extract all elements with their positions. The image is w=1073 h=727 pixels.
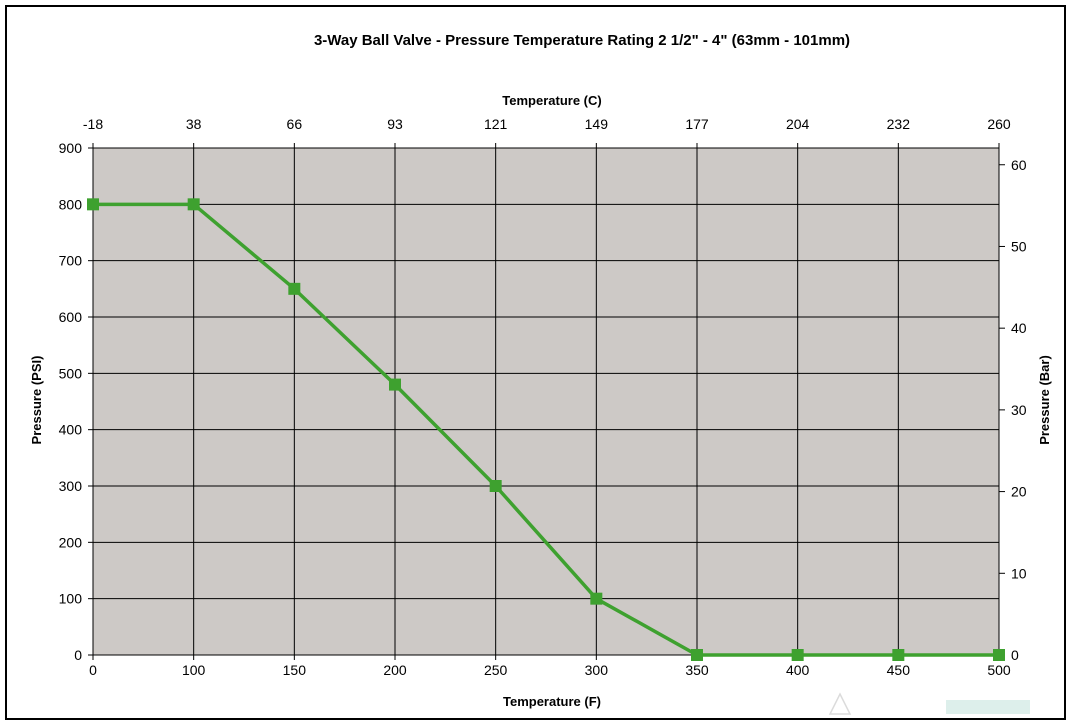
y2-tick-label: 50 (1011, 238, 1027, 254)
x2-tick-label: 93 (387, 116, 403, 132)
plot-area (92, 147, 1000, 656)
y-tick-label: 0 (74, 647, 82, 663)
x-tick-label: 450 (887, 662, 911, 678)
x2-tick-label: 38 (186, 116, 202, 132)
y-tick-label: 600 (59, 309, 83, 325)
data-point-marker (489, 480, 502, 492)
y2-axis-title: Pressure (Bar) (1037, 355, 1052, 445)
x-tick-label: 100 (182, 662, 206, 678)
series (87, 198, 1005, 661)
grid (93, 148, 999, 655)
y-tick-label: 700 (59, 253, 83, 269)
x2-tick-label: 204 (786, 116, 810, 132)
y-axis-title: Pressure (PSI) (29, 356, 44, 445)
x2-tick-label: 121 (484, 116, 508, 132)
x-axis-title: Temperature (F) (503, 694, 601, 709)
y2-tick-label: 30 (1011, 402, 1027, 418)
y2-tick-label: 60 (1011, 157, 1027, 173)
x2-tick-label: 149 (585, 116, 609, 132)
x2-tick-label: 232 (887, 116, 911, 132)
y-tick-label: 800 (59, 196, 83, 212)
y2-tick-label: 0 (1011, 647, 1019, 663)
x2-tick-label: -18 (83, 116, 103, 132)
x-tick-label: 350 (685, 662, 709, 678)
x-tick-label: 200 (383, 662, 407, 678)
y-tick-label: 100 (59, 591, 83, 607)
y-tick-label: 400 (59, 422, 83, 438)
y-tick-label: 900 (59, 140, 83, 156)
data-point-marker (993, 649, 1005, 661)
data-point-marker (590, 592, 603, 605)
chart-frame: 3-Way Ball Valve - Pressure Temperature … (5, 5, 1066, 720)
x-tick-label: 400 (786, 662, 810, 678)
x-tick-label: 250 (484, 662, 508, 678)
x2-tick-label: 177 (685, 116, 709, 132)
data-point-marker (187, 198, 200, 211)
axis-ticks: 0-18100381506620093250121300149350177400… (59, 116, 1027, 678)
x2-axis-title: Temperature (C) (502, 93, 601, 108)
y-tick-label: 200 (59, 534, 83, 550)
x-tick-label: 500 (987, 662, 1011, 678)
chart-title: 3-Way Ball Valve - Pressure Temperature … (314, 32, 850, 49)
x-tick-label: 0 (89, 662, 97, 678)
x-tick-label: 300 (585, 662, 609, 678)
pressure-temperature-chart: 3-Way Ball Valve - Pressure Temperature … (29, 32, 1052, 709)
y-tick-label: 300 (59, 478, 83, 494)
y2-tick-label: 40 (1011, 320, 1027, 336)
y2-tick-label: 10 (1011, 565, 1027, 581)
data-point-marker (691, 649, 703, 661)
watermark-logo (828, 692, 1030, 715)
y-tick-label: 500 (59, 365, 83, 381)
data-point-marker (389, 378, 401, 391)
x2-tick-label: 260 (987, 116, 1011, 132)
x2-tick-label: 66 (287, 116, 303, 132)
series-line (93, 202, 999, 657)
x-tick-label: 150 (283, 662, 307, 678)
data-point-marker (87, 198, 99, 211)
data-point-marker (288, 282, 301, 295)
data-point-marker (892, 649, 905, 661)
data-point-marker (791, 649, 804, 661)
y2-tick-label: 20 (1011, 484, 1027, 500)
